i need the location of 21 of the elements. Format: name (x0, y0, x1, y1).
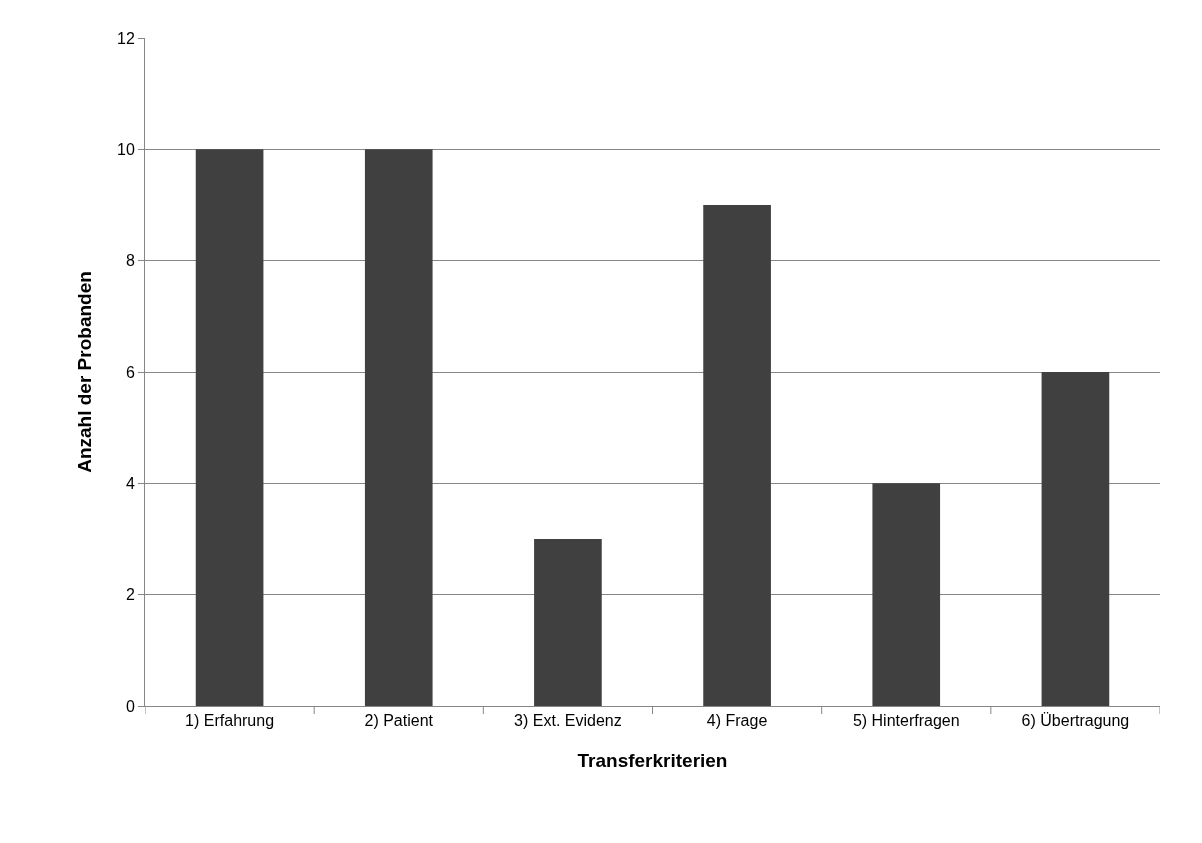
x-tick-label: 4) Frage (706, 712, 768, 730)
x-tick-label: 1) Erfahrung (185, 712, 275, 730)
bar (364, 149, 433, 706)
y-tick-label: 0 (125, 697, 135, 715)
x-tick-label: 6) Übertragung (1021, 712, 1130, 730)
bar (1041, 372, 1110, 706)
y-axis-title: Anzahl der Probanden (73, 271, 95, 473)
y-tick-label: 6 (125, 363, 135, 381)
y-tick-label: 8 (125, 252, 135, 270)
bar (534, 539, 602, 706)
y-tick-label: 12 (117, 29, 135, 47)
bar (195, 149, 264, 706)
bar (872, 483, 941, 706)
y-tick-label: 10 (117, 140, 135, 158)
bar (703, 205, 771, 706)
x-tick-label: 3) Ext. Evidenz (514, 712, 622, 730)
x-tick-label: 2) Patient (364, 712, 434, 730)
x-tick-label: 5) Hinterfragen (852, 712, 960, 730)
y-tick-label: 2 (125, 586, 135, 604)
y-tick-label: 4 (125, 474, 135, 492)
x-axis-title: Transferkriterien (577, 750, 728, 771)
